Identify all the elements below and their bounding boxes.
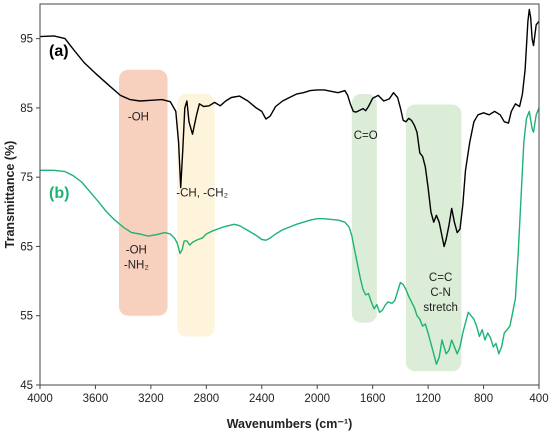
y-axis-title: Transmittance (%) xyxy=(3,141,17,249)
annotation-label: -OH -NH₂ xyxy=(124,244,149,271)
x-axis-ticks: 4000 3600 3200 2800 2400 2000 1600 1200 800 400 xyxy=(27,385,549,405)
highlight-bands xyxy=(119,69,462,372)
series-line-a xyxy=(39,8,540,248)
x-tick-label: 3200 xyxy=(138,393,164,405)
annotation-label: -OH xyxy=(128,111,149,123)
annotation-label: C=C C-N stretch xyxy=(423,272,458,314)
band-cc-cn xyxy=(405,104,462,372)
x-tick-label: 1200 xyxy=(415,393,441,405)
series-labels: (a) (b) xyxy=(49,43,69,202)
series-label: (b) xyxy=(49,185,69,202)
series-line-b xyxy=(40,107,540,365)
band-oh-nh2 xyxy=(119,69,168,316)
x-tick-label: 2800 xyxy=(194,393,220,405)
x-tick-label: 2000 xyxy=(304,393,330,405)
y-tick-label: 65 xyxy=(20,241,33,253)
annotations: -OH -CH, -CH₂ C=O -OH -NH₂ C=C C-N stretch xyxy=(124,111,458,314)
x-tick-label: 3600 xyxy=(83,393,109,405)
x-tick-label: 2400 xyxy=(249,393,275,405)
x-tick-label: 800 xyxy=(474,393,493,405)
x-tick-label: 400 xyxy=(529,393,548,405)
spectrum-lines xyxy=(39,8,540,365)
band-ch-ch2 xyxy=(177,94,215,337)
annotation-label: -CH, -CH₂ xyxy=(176,188,228,200)
band-co xyxy=(351,94,377,323)
annotation-label: C=O xyxy=(354,130,378,142)
x-axis-title: Wavenumbers (cm⁻¹) xyxy=(227,417,353,431)
y-axis-ticks: 45 55 65 75 85 95 xyxy=(20,34,40,392)
y-tick-label: 45 xyxy=(20,380,33,392)
y-tick-label: 75 xyxy=(20,172,33,184)
series-label: (a) xyxy=(49,43,69,60)
y-tick-label: 95 xyxy=(20,34,33,46)
y-tick-label: 85 xyxy=(20,103,33,115)
y-tick-label: 55 xyxy=(20,311,33,323)
x-tick-label: 4000 xyxy=(27,393,53,405)
x-tick-label: 1600 xyxy=(360,393,386,405)
plot-frame xyxy=(39,3,540,386)
